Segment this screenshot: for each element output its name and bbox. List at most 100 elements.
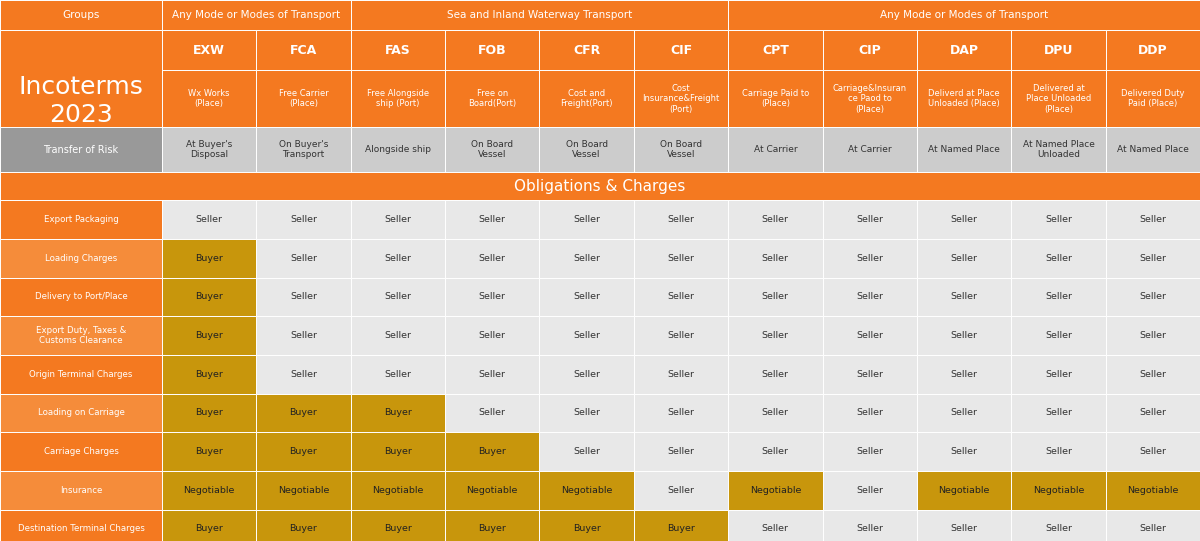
Text: Seller: Seller	[1045, 292, 1072, 301]
FancyBboxPatch shape	[634, 200, 728, 239]
FancyBboxPatch shape	[822, 127, 917, 172]
Text: Negotiable: Negotiable	[750, 486, 802, 495]
FancyBboxPatch shape	[540, 316, 634, 355]
Text: Buyer: Buyer	[196, 408, 223, 418]
FancyBboxPatch shape	[1012, 278, 1105, 316]
Text: Seller: Seller	[574, 447, 600, 456]
FancyBboxPatch shape	[257, 127, 350, 172]
Text: Seller: Seller	[1045, 408, 1072, 418]
FancyBboxPatch shape	[257, 200, 350, 239]
FancyBboxPatch shape	[162, 127, 257, 172]
Text: Export Duty, Taxes &
Customs Clearance: Export Duty, Taxes & Customs Clearance	[36, 326, 126, 345]
Text: Seller: Seller	[384, 254, 412, 263]
Text: Seller: Seller	[667, 408, 695, 418]
FancyBboxPatch shape	[445, 239, 540, 278]
FancyBboxPatch shape	[634, 510, 728, 541]
FancyBboxPatch shape	[540, 471, 634, 510]
Text: Seller: Seller	[290, 292, 317, 301]
Text: Any Mode or Modes of Transport: Any Mode or Modes of Transport	[173, 10, 341, 20]
Text: Seller: Seller	[479, 370, 505, 379]
FancyBboxPatch shape	[162, 70, 257, 127]
FancyBboxPatch shape	[728, 432, 822, 471]
Text: Delivery to Port/Place: Delivery to Port/Place	[35, 292, 127, 301]
FancyBboxPatch shape	[728, 30, 822, 70]
FancyBboxPatch shape	[634, 30, 728, 70]
Text: Seller: Seller	[384, 215, 412, 224]
Text: Seller: Seller	[857, 215, 883, 224]
FancyBboxPatch shape	[822, 432, 917, 471]
FancyBboxPatch shape	[445, 127, 540, 172]
Text: Seller: Seller	[290, 215, 317, 224]
FancyBboxPatch shape	[822, 30, 917, 70]
Text: Buyer: Buyer	[196, 524, 223, 533]
Text: Seller: Seller	[950, 215, 978, 224]
FancyBboxPatch shape	[634, 127, 728, 172]
FancyBboxPatch shape	[822, 70, 917, 127]
Text: Buyer: Buyer	[667, 524, 695, 533]
FancyBboxPatch shape	[917, 127, 1012, 172]
FancyBboxPatch shape	[445, 510, 540, 541]
FancyBboxPatch shape	[917, 316, 1012, 355]
Text: Negotiable: Negotiable	[938, 486, 990, 495]
FancyBboxPatch shape	[257, 30, 350, 70]
FancyBboxPatch shape	[540, 127, 634, 172]
FancyBboxPatch shape	[1012, 200, 1105, 239]
FancyBboxPatch shape	[728, 471, 822, 510]
Text: Cost
Insurance&Freight
(Port): Cost Insurance&Freight (Port)	[642, 84, 720, 114]
Text: Any Mode or Modes of Transport: Any Mode or Modes of Transport	[880, 10, 1048, 20]
FancyBboxPatch shape	[917, 394, 1012, 432]
Text: Seller: Seller	[950, 524, 978, 533]
Text: Buyer: Buyer	[384, 447, 412, 456]
FancyBboxPatch shape	[257, 70, 350, 127]
Text: Seller: Seller	[667, 370, 695, 379]
Text: Negotiable: Negotiable	[184, 486, 235, 495]
Text: Seller: Seller	[762, 215, 788, 224]
Text: Buyer: Buyer	[196, 370, 223, 379]
Text: Buyer: Buyer	[384, 524, 412, 533]
Text: Seller: Seller	[1139, 254, 1166, 263]
Text: DAP: DAP	[949, 44, 978, 57]
FancyBboxPatch shape	[1105, 70, 1200, 127]
Text: At Carrier: At Carrier	[754, 145, 797, 154]
Text: Loading on Carriage: Loading on Carriage	[37, 408, 125, 418]
Text: On Board
Vessel: On Board Vessel	[660, 140, 702, 159]
FancyBboxPatch shape	[162, 355, 257, 393]
Text: Seller: Seller	[950, 292, 978, 301]
Text: Transfer of Risk: Transfer of Risk	[43, 144, 119, 155]
FancyBboxPatch shape	[1105, 278, 1200, 316]
Text: Seller: Seller	[762, 524, 788, 533]
FancyBboxPatch shape	[1012, 316, 1105, 355]
FancyBboxPatch shape	[1012, 355, 1105, 393]
FancyBboxPatch shape	[728, 200, 822, 239]
Text: Seller: Seller	[667, 215, 695, 224]
FancyBboxPatch shape	[445, 278, 540, 316]
Text: Seller: Seller	[857, 331, 883, 340]
Text: Alongside ship: Alongside ship	[365, 145, 431, 154]
FancyBboxPatch shape	[162, 432, 257, 471]
Text: Seller: Seller	[574, 215, 600, 224]
FancyBboxPatch shape	[917, 70, 1012, 127]
Text: Seller: Seller	[1045, 524, 1072, 533]
Text: Seller: Seller	[1045, 331, 1072, 340]
Text: At Carrier: At Carrier	[848, 145, 892, 154]
FancyBboxPatch shape	[1012, 510, 1105, 541]
Text: DPU: DPU	[1044, 44, 1073, 57]
Text: Seller: Seller	[762, 408, 788, 418]
FancyBboxPatch shape	[540, 70, 634, 127]
Text: Loading Charges: Loading Charges	[44, 254, 118, 263]
FancyBboxPatch shape	[445, 394, 540, 432]
Text: Seller: Seller	[762, 447, 788, 456]
Text: Cost and
Freight(Port): Cost and Freight(Port)	[560, 89, 613, 108]
FancyBboxPatch shape	[728, 70, 822, 127]
Text: Seller: Seller	[479, 215, 505, 224]
Text: Buyer: Buyer	[384, 408, 412, 418]
Text: On Board
Vessel: On Board Vessel	[565, 140, 607, 159]
FancyBboxPatch shape	[1012, 239, 1105, 278]
Text: Carriage&Insuran
ce Paod to
(Place): Carriage&Insuran ce Paod to (Place)	[833, 84, 907, 114]
Text: Seller: Seller	[290, 370, 317, 379]
Text: Seller: Seller	[857, 524, 883, 533]
FancyBboxPatch shape	[0, 510, 162, 541]
Text: Sea and Inland Waterway Transport: Sea and Inland Waterway Transport	[446, 10, 632, 20]
FancyBboxPatch shape	[0, 200, 162, 239]
FancyBboxPatch shape	[162, 394, 257, 432]
